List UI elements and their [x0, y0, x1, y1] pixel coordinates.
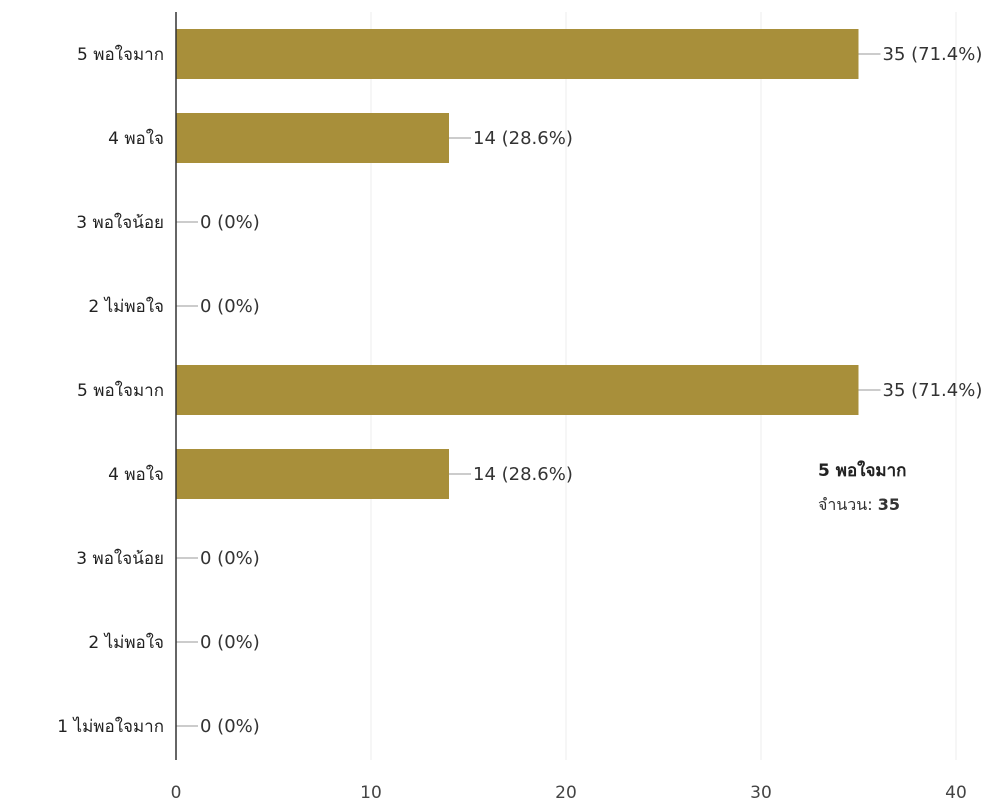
category-label: 3 พอใจน้อย: [76, 548, 164, 569]
value-label: 35 (71.4%): [883, 380, 983, 401]
value-labels: 35 (71.4%) 14 (28.6%) 0 (0%) 0 (0%) 35 (71.4…: [200, 44, 982, 737]
x-tick-label: 10: [360, 783, 382, 803]
category-labels: 5 พอใจมาก 4 พอใจ 3 พอใจน้อย 2 ไม่พอใจ 5 พอใจ…: [57, 44, 164, 737]
bars: [176, 29, 859, 499]
bar: [176, 113, 449, 163]
category-label: 5 พอใจมาก: [77, 380, 164, 401]
x-tick-label: 30: [750, 783, 772, 803]
category-label: 4 พอใจ: [108, 464, 164, 485]
tooltip-body: จำนวน: 35: [818, 495, 900, 514]
value-label: 0 (0%): [200, 548, 260, 569]
x-tick-labels: 0 10 20 30 40: [171, 783, 967, 803]
bar: [176, 449, 449, 499]
value-label: 14 (28.6%): [473, 128, 573, 149]
tooltip-label: จำนวน:: [818, 495, 878, 514]
value-label: 0 (0%): [200, 716, 260, 737]
tooltip-value: 35: [878, 495, 900, 514]
bar: [176, 365, 859, 415]
value-label: 35 (71.4%): [883, 44, 983, 65]
x-tick-label: 20: [555, 783, 577, 803]
category-label: 2 ไม่พอใจ: [88, 632, 164, 653]
x-tick-label: 40: [945, 783, 967, 803]
category-label: 3 พอใจน้อย: [76, 212, 164, 233]
category-label: 5 พอใจมาก: [77, 44, 164, 65]
bar: [176, 29, 859, 79]
value-label: 0 (0%): [200, 632, 260, 653]
category-label: 4 พอใจ: [108, 128, 164, 149]
value-label: 14 (28.6%): [473, 464, 573, 485]
category-label: 1 ไม่พอใจมาก: [57, 716, 164, 737]
tooltip: 5 พอใจมาก จำนวน: 35: [818, 460, 906, 514]
value-leader-lines: [176, 53, 881, 727]
value-label: 0 (0%): [200, 296, 260, 317]
value-label: 0 (0%): [200, 212, 260, 233]
x-tick-label: 0: [171, 783, 182, 803]
tooltip-title: 5 พอใจมาก: [818, 460, 906, 481]
category-label: 2 ไม่พอใจ: [88, 296, 164, 317]
